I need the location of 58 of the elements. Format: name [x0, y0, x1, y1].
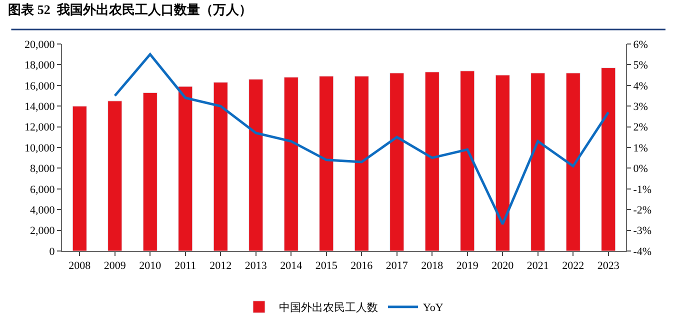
bar: [460, 70, 475, 251]
y-tick-label: 18,000: [24, 60, 56, 72]
y-tick-label: 0: [49, 246, 56, 258]
y-tick-label: 8,000: [30, 163, 56, 176]
y2-tick-label: 5%: [633, 60, 648, 72]
bar: [72, 106, 87, 251]
bar: [530, 72, 546, 251]
bar: [601, 68, 616, 251]
bar: [213, 82, 228, 251]
x-tick-label: 2021: [526, 260, 549, 272]
x-tick-label: 2008: [68, 260, 92, 272]
bar: [354, 76, 369, 251]
x-tick-label: 2014: [280, 260, 303, 272]
chart-title: 图表 52 我国外出农民工人口数量（万人）: [8, 2, 252, 18]
y-tick-label: 6,000: [30, 184, 56, 196]
legend-label: 中国外出农民工人数: [279, 301, 378, 314]
y2-tick-label: 6%: [633, 38, 648, 51]
x-tick-label: 2013: [244, 260, 268, 272]
bar: [424, 72, 440, 251]
bar: [284, 76, 298, 251]
x-tick-label: 2018: [421, 260, 444, 272]
y2-tick-label: -1%: [633, 184, 652, 196]
x-tick-label: 2010: [139, 260, 162, 272]
y-tick-label: 2,000: [30, 225, 56, 238]
x-tick-label: 2023: [597, 260, 620, 272]
x-tick-label: 2020: [492, 260, 514, 272]
x-tick-label: 2017: [386, 260, 408, 272]
x-tick-label: 2022: [562, 260, 584, 272]
y-tick-label: 12,000: [24, 122, 56, 134]
y-tick-label: 4,000: [30, 204, 56, 216]
y2-tick-label: -4%: [633, 246, 652, 258]
bar: [142, 92, 158, 251]
y2-tick-label: -2%: [633, 204, 652, 216]
legend-label: YoY: [423, 302, 444, 314]
x-tick-label: 2012: [210, 260, 232, 272]
y2-tick-label: 2%: [633, 122, 648, 134]
bar: [495, 74, 510, 251]
y2-tick-label: 1%: [633, 142, 648, 154]
x-tick-label: 2011: [174, 260, 196, 272]
bar: [248, 78, 264, 251]
x-tick-label: 2019: [456, 260, 479, 272]
y2-tick-label: -3%: [633, 225, 652, 238]
x-tick-label: 2015: [315, 260, 338, 272]
y-tick-label: 10,000: [24, 142, 56, 154]
bar: [178, 86, 193, 251]
bar: [319, 76, 334, 251]
bar: [390, 72, 404, 251]
y-tick-label: 14,000: [24, 100, 56, 113]
x-tick-label: 2016: [350, 260, 374, 272]
y-tick-label: 16,000: [24, 80, 56, 92]
y2-tick-label: 0%: [633, 163, 648, 176]
y2-tick-label: 3%: [633, 100, 648, 113]
bar: [566, 72, 580, 251]
x-tick-label: 2009: [104, 260, 126, 272]
line-series: [114, 53, 610, 226]
y2-tick-label: 4%: [633, 80, 648, 92]
bar: [108, 100, 122, 251]
y-tick-label: 20,000: [24, 38, 56, 51]
